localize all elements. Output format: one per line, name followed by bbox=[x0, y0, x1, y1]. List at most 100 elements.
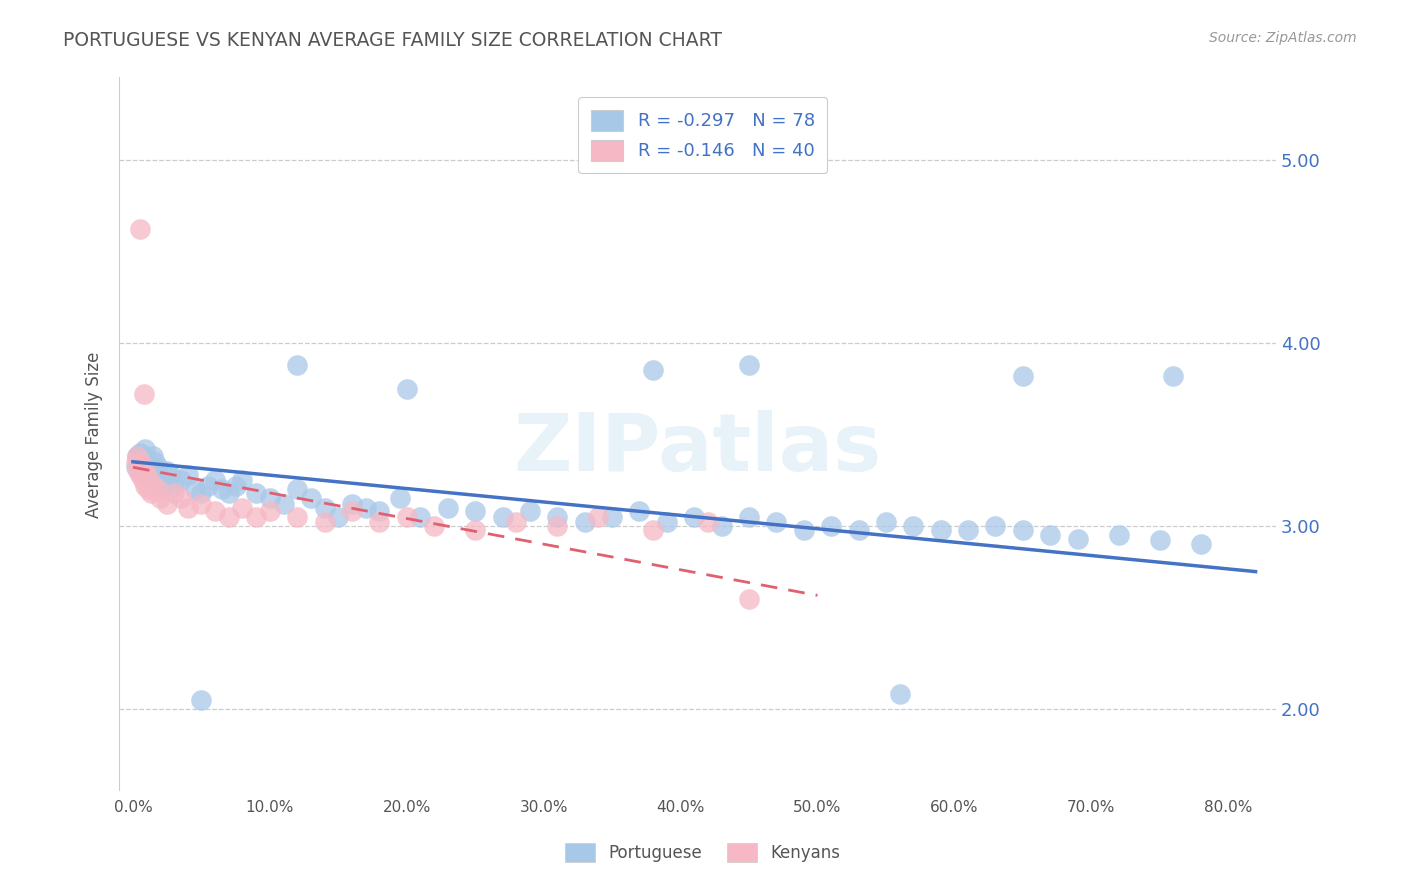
Point bbox=[409, 509, 432, 524]
Y-axis label: Average Family Size: Average Family Size bbox=[86, 351, 103, 517]
Point bbox=[600, 509, 623, 524]
Point bbox=[273, 497, 295, 511]
Point bbox=[143, 455, 166, 469]
Point bbox=[710, 519, 733, 533]
Point bbox=[1149, 533, 1171, 548]
Point bbox=[875, 515, 897, 529]
Point bbox=[464, 523, 486, 537]
Point bbox=[354, 500, 377, 515]
Point bbox=[128, 445, 150, 459]
Point bbox=[285, 509, 308, 524]
Point bbox=[204, 473, 226, 487]
Point bbox=[388, 491, 411, 506]
Text: Source: ZipAtlas.com: Source: ZipAtlas.com bbox=[1209, 31, 1357, 45]
Point bbox=[190, 692, 212, 706]
Legend: Portuguese, Kenyans: Portuguese, Kenyans bbox=[557, 834, 849, 871]
Point bbox=[546, 519, 568, 533]
Point bbox=[588, 509, 610, 524]
Point bbox=[142, 450, 165, 464]
Point bbox=[889, 687, 911, 701]
Point bbox=[1066, 532, 1088, 546]
Point bbox=[211, 482, 233, 496]
Point bbox=[738, 592, 761, 607]
Point bbox=[231, 500, 253, 515]
Point bbox=[957, 523, 980, 537]
Point bbox=[135, 467, 157, 482]
Point bbox=[328, 509, 350, 524]
Point bbox=[1163, 368, 1185, 383]
Point bbox=[127, 464, 149, 478]
Point bbox=[149, 491, 172, 506]
Point bbox=[132, 464, 155, 478]
Point bbox=[146, 460, 169, 475]
Point bbox=[177, 467, 200, 482]
Point bbox=[125, 455, 148, 469]
Point bbox=[1011, 523, 1033, 537]
Point bbox=[128, 222, 150, 236]
Point bbox=[146, 482, 169, 496]
Point bbox=[170, 473, 193, 487]
Point bbox=[183, 482, 205, 496]
Point bbox=[152, 478, 174, 492]
Point bbox=[437, 500, 460, 515]
Point bbox=[231, 473, 253, 487]
Point bbox=[655, 515, 678, 529]
Point bbox=[136, 455, 159, 469]
Point bbox=[683, 509, 706, 524]
Point bbox=[1108, 528, 1130, 542]
Point bbox=[132, 450, 155, 464]
Point bbox=[929, 523, 952, 537]
Point bbox=[505, 515, 527, 529]
Point bbox=[1039, 528, 1062, 542]
Point bbox=[628, 504, 651, 518]
Point bbox=[697, 515, 720, 529]
Point bbox=[149, 473, 172, 487]
Point bbox=[395, 382, 418, 396]
Point bbox=[984, 519, 1007, 533]
Point bbox=[368, 504, 391, 518]
Point bbox=[643, 523, 665, 537]
Point bbox=[177, 500, 200, 515]
Point bbox=[793, 523, 815, 537]
Point bbox=[574, 515, 596, 529]
Point bbox=[136, 482, 159, 496]
Point bbox=[156, 464, 179, 478]
Point bbox=[519, 504, 541, 518]
Point bbox=[129, 455, 152, 469]
Point bbox=[1189, 537, 1212, 551]
Point bbox=[259, 504, 281, 518]
Point bbox=[160, 467, 183, 482]
Point bbox=[190, 497, 212, 511]
Point bbox=[285, 482, 308, 496]
Point bbox=[125, 460, 148, 475]
Point bbox=[464, 504, 486, 518]
Point bbox=[848, 523, 870, 537]
Point bbox=[259, 491, 281, 506]
Point bbox=[395, 509, 418, 524]
Point bbox=[125, 450, 148, 464]
Point bbox=[138, 464, 160, 478]
Point bbox=[218, 509, 240, 524]
Text: ZIPatlas: ZIPatlas bbox=[513, 409, 882, 488]
Point bbox=[299, 491, 322, 506]
Point bbox=[738, 509, 761, 524]
Point bbox=[546, 509, 568, 524]
Point bbox=[245, 486, 267, 500]
Point bbox=[134, 478, 156, 492]
Point bbox=[156, 497, 179, 511]
Point bbox=[204, 504, 226, 518]
Point bbox=[131, 473, 153, 487]
Point bbox=[131, 455, 153, 469]
Point bbox=[903, 519, 925, 533]
Point bbox=[197, 478, 219, 492]
Point bbox=[491, 509, 513, 524]
Point bbox=[163, 478, 186, 492]
Point bbox=[135, 467, 157, 482]
Point bbox=[139, 473, 162, 487]
Point bbox=[368, 515, 391, 529]
Point bbox=[138, 473, 160, 487]
Point bbox=[285, 358, 308, 372]
Point bbox=[738, 358, 761, 372]
Point bbox=[1011, 368, 1033, 383]
Point bbox=[245, 509, 267, 524]
